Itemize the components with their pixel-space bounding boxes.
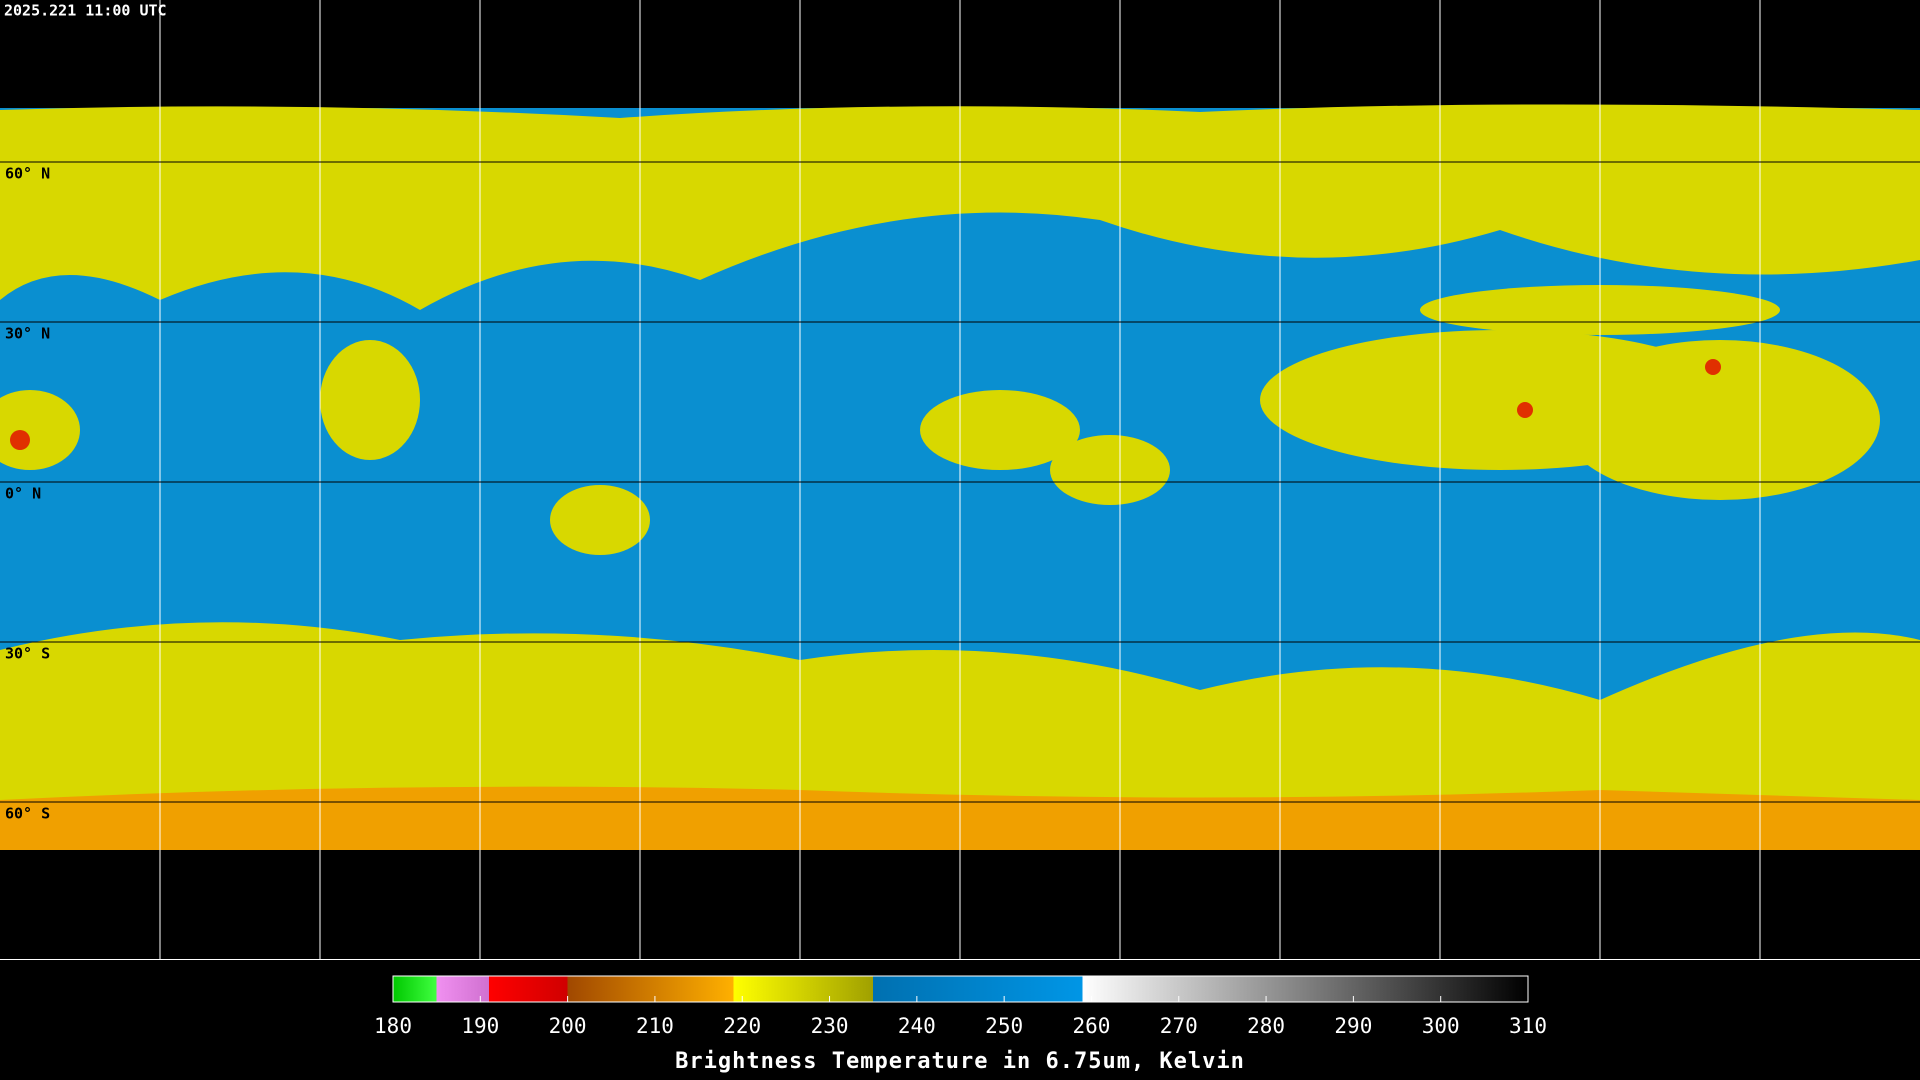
latitude-label: 60° S [5, 805, 50, 823]
latitude-label: 30° N [5, 325, 50, 343]
colorbar-tick-label: 290 [1334, 1014, 1372, 1038]
colorbar-tick-label: 220 [723, 1014, 761, 1038]
latitude-label: 60° N [5, 165, 50, 183]
tropical-convection [0, 285, 1880, 555]
colorbar-title: Brightness Temperature in 6.75um, Kelvin [675, 1049, 1245, 1074]
timestamp: 2025.221 11:00 UTC [4, 2, 167, 20]
colorbar-tick-label: 270 [1160, 1014, 1198, 1038]
latitude-label: 0° N [5, 485, 41, 503]
colorbar-tick-label: 210 [636, 1014, 674, 1038]
map-border [0, 959, 1920, 960]
colorbar [392, 975, 1529, 1003]
colorbar-tick-label: 200 [549, 1014, 587, 1038]
colorbar-tick-label: 190 [461, 1014, 499, 1038]
colorbar-ticks: 180 190 200 210 220 230 240 250 260 270 280 290 300 3… [374, 996, 1547, 1038]
deep-convection [10, 359, 1721, 450]
colorbar-tick-label: 300 [1422, 1014, 1460, 1038]
latitude-labels: 60° N 30° N 0° N 30° S 60° S [5, 165, 50, 823]
colorbar-tick-label: 240 [898, 1014, 936, 1038]
colorbar-tick-label: 230 [811, 1014, 849, 1038]
colorbar-tick-label: 180 [374, 1014, 412, 1038]
colorbar-tick-label: 280 [1247, 1014, 1285, 1038]
colorbar-tick-label: 250 [985, 1014, 1023, 1038]
graticule [0, 0, 1920, 959]
colorbar-tick-label: 260 [1072, 1014, 1110, 1038]
colorbar-tick-label: 310 [1509, 1014, 1547, 1038]
latitude-label: 30° S [5, 645, 50, 663]
